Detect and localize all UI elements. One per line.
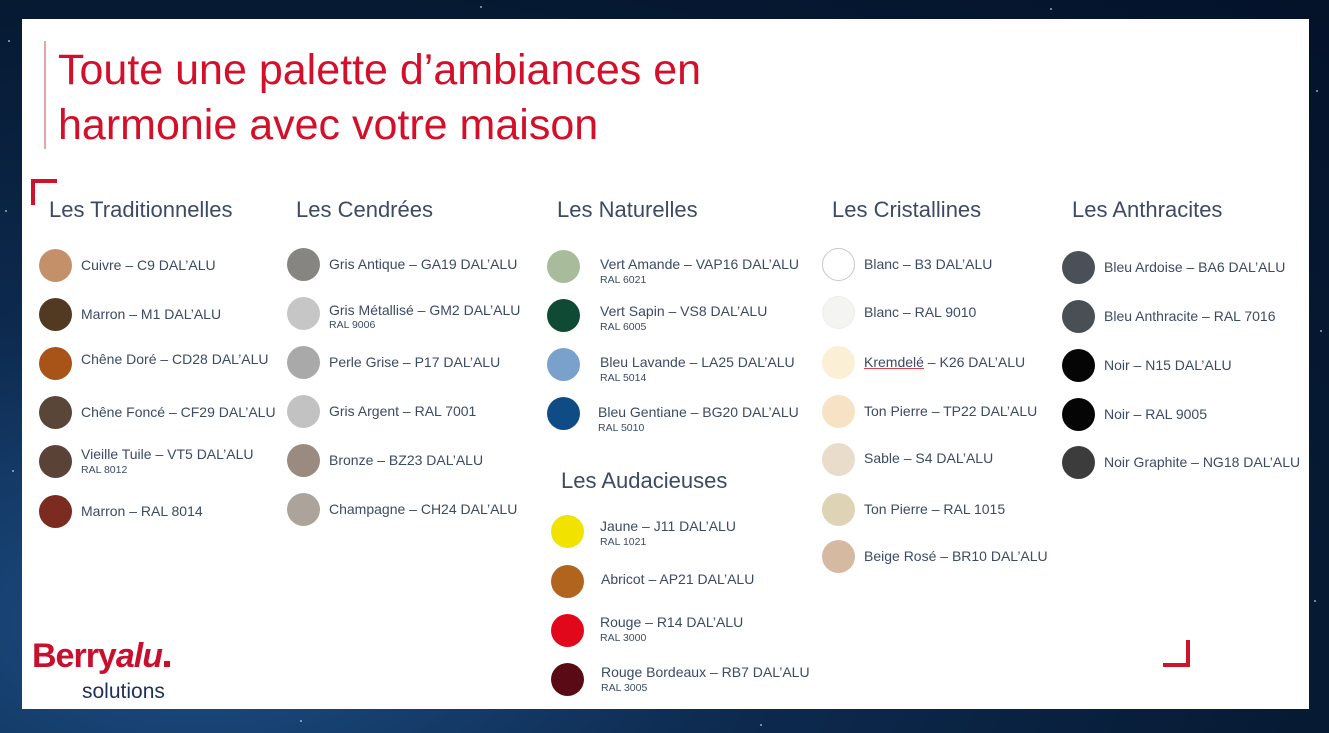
color-swatch xyxy=(39,445,72,478)
color-label: Rouge – R14 DAL’ALU xyxy=(600,614,744,630)
color-swatch xyxy=(1062,349,1095,382)
corner-bracket-bottom-right xyxy=(1163,640,1190,667)
logo-wordmark: Berryalu xyxy=(32,637,170,676)
heading-naturelles: Les Naturelles xyxy=(557,197,698,222)
berryalu-logo: Berryalu solutions xyxy=(32,637,207,707)
color-swatch xyxy=(547,348,580,381)
ral-code: RAL 3000 xyxy=(600,632,647,644)
color-label: Gris Argent – RAL 7001 xyxy=(329,403,477,419)
color-label: Bleu Gentiane – BG20 DAL’ALU xyxy=(598,404,799,420)
heading-traditionnelles: Les Traditionnelles xyxy=(49,197,233,222)
color-swatch xyxy=(822,493,855,526)
heading-cristallines: Les Cristallines xyxy=(832,197,982,222)
color-label: Noir Graphite – NG18 DAL’ALU xyxy=(1104,454,1301,470)
color-swatch xyxy=(822,395,855,428)
color-swatch xyxy=(551,614,584,647)
color-swatch xyxy=(822,296,855,329)
color-swatch xyxy=(287,444,320,477)
color-swatch xyxy=(1062,398,1095,431)
color-label: Noir – N15 DAL’ALU xyxy=(1104,357,1232,373)
title-line-1: Toute une palette d’ambiances en xyxy=(58,46,702,94)
color-label: Sable – S4 DAL’ALU xyxy=(864,450,994,466)
ral-code: RAL 8012 xyxy=(81,464,128,476)
color-label: Gris Métallisé – GM2 DAL’ALU xyxy=(329,302,521,318)
heading-audacieuses: Les Audacieuses xyxy=(561,468,728,493)
color-swatch xyxy=(287,297,320,330)
ral-code: RAL 5010 xyxy=(598,422,645,434)
color-label: Kremdelé – K26 DAL’ALU xyxy=(864,354,1025,370)
ral-code: RAL 6021 xyxy=(600,274,647,286)
title-accent-bar xyxy=(44,41,46,149)
color-swatch xyxy=(287,248,320,281)
color-label: Marron – M1 DAL’ALU xyxy=(81,306,222,322)
color-label: Chêne Foncé – CF29 DAL’ALU xyxy=(81,404,276,420)
color-swatch xyxy=(287,395,320,428)
color-label: Bleu Lavande – LA25 DAL’ALU xyxy=(600,354,795,370)
color-label: Beige Rosé – BR10 DAL’ALU xyxy=(864,548,1048,564)
color-label: Vert Amande – VAP16 DAL’ALU xyxy=(600,256,799,272)
color-swatch xyxy=(551,663,584,696)
color-swatch xyxy=(822,346,855,379)
color-swatch xyxy=(547,250,580,283)
slide: Toute une palette d’ambiances en harmoni… xyxy=(22,19,1309,709)
color-swatch xyxy=(287,346,320,379)
kremdele-code: – K26 DAL’ALU xyxy=(923,354,1026,370)
color-label: Rouge Bordeaux – RB7 DAL’ALU xyxy=(601,664,810,680)
color-swatch xyxy=(1062,446,1095,479)
color-label: Ton Pierre – RAL 1015 xyxy=(864,501,1006,517)
color-swatch xyxy=(1062,251,1095,284)
color-label: Abricot – AP21 DAL’ALU xyxy=(601,571,755,587)
heading-cendrees: Les Cendrées xyxy=(296,197,433,222)
color-swatch xyxy=(551,515,584,548)
logo-dot xyxy=(163,661,170,667)
color-label: Ton Pierre – TP22 DAL’ALU xyxy=(864,403,1038,419)
color-label: Vert Sapin – VS8 DAL’ALU xyxy=(600,303,768,319)
color-swatch xyxy=(39,249,72,282)
ral-code: RAL 6005 xyxy=(600,321,647,333)
color-label: Marron – RAL 8014 xyxy=(81,503,203,519)
ral-code: RAL 5014 xyxy=(600,372,647,384)
color-label: Noir – RAL 9005 xyxy=(1104,406,1207,422)
corner-bracket-top-left xyxy=(31,179,57,205)
page-title: Toute une palette d’ambiances en harmoni… xyxy=(58,43,701,153)
color-label: Blanc – RAL 9010 xyxy=(864,304,977,320)
kremdele-term: Kremdelé xyxy=(864,354,924,370)
color-label: Perle Grise – P17 DAL’ALU xyxy=(329,354,501,370)
color-swatch xyxy=(551,565,584,598)
color-swatch xyxy=(39,495,72,528)
color-swatch xyxy=(547,397,580,430)
color-swatch xyxy=(1062,300,1095,333)
logo-word-berry: Berry xyxy=(32,637,117,675)
color-label: Bleu Ardoise – BA6 DAL’ALU xyxy=(1104,259,1286,275)
color-label: Jaune – J11 DAL’ALU xyxy=(600,518,736,534)
color-swatch xyxy=(822,248,855,281)
ral-code: RAL 3005 xyxy=(601,682,648,694)
ral-code: RAL 1021 xyxy=(600,536,647,548)
color-swatch xyxy=(822,443,855,476)
color-label: Bronze – BZ23 DAL’ALU xyxy=(329,452,484,468)
logo-word-alu: alu xyxy=(115,637,163,675)
color-label: Bleu Anthracite – RAL 7016 xyxy=(1104,308,1276,324)
color-label: Cuivre – C9 DAL’ALU xyxy=(81,257,216,273)
color-label: Gris Antique – GA19 DAL’ALU xyxy=(329,256,518,272)
heading-anthracites: Les Anthracites xyxy=(1072,197,1223,222)
color-label: Blanc – B3 DAL’ALU xyxy=(864,256,993,272)
ral-code: RAL 9006 xyxy=(329,319,376,331)
color-swatch xyxy=(547,299,580,332)
color-label: Vieille Tuile – VT5 DAL’ALU xyxy=(81,446,254,462)
logo-solutions: solutions xyxy=(82,680,165,703)
color-swatch xyxy=(287,493,320,526)
color-label: Chêne Doré – CD28 DAL’ALU xyxy=(81,351,269,367)
color-swatch xyxy=(39,347,72,380)
color-swatch xyxy=(39,298,72,331)
color-label: Champagne – CH24 DAL’ALU xyxy=(329,501,518,517)
title-line-2: harmonie avec votre maison xyxy=(58,101,599,149)
color-swatch xyxy=(39,396,72,429)
color-swatch xyxy=(822,540,855,573)
